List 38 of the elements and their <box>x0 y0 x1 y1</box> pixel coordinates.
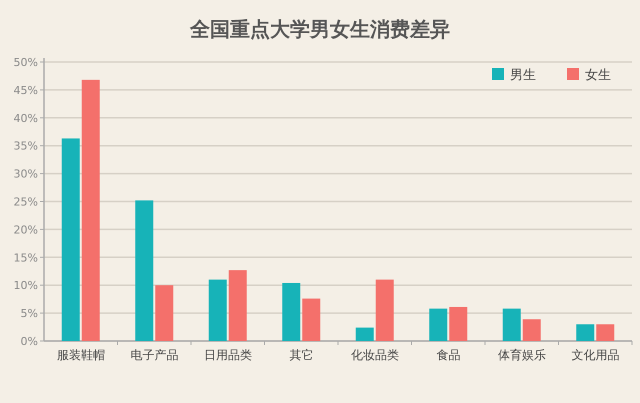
y-tick-label: 50% <box>14 56 38 69</box>
y-tick-label: 20% <box>14 223 38 236</box>
x-tick-label: 文化用品 <box>571 348 620 362</box>
bar <box>82 80 100 341</box>
y-tick-label: 0% <box>20 335 38 348</box>
legend-label: 女生 <box>585 68 611 83</box>
bar <box>449 306 468 341</box>
x-tick-label: 食品 <box>436 348 460 362</box>
bar <box>522 319 541 341</box>
y-tick-label: 45% <box>14 84 38 97</box>
y-tick-label: 5% <box>20 307 38 320</box>
y-tick-label: 30% <box>14 168 38 181</box>
y-tick-label: 35% <box>14 140 38 153</box>
bar <box>208 280 227 341</box>
x-tick-label: 体育娱乐 <box>498 348 546 362</box>
bar <box>282 282 300 341</box>
bar <box>228 270 247 341</box>
x-tick-label: 其它 <box>289 348 314 362</box>
y-tick-label: 40% <box>14 112 38 125</box>
bar <box>576 324 594 341</box>
chart-title: 全国重点大学男女生消费差异 <box>189 17 450 41</box>
x-tick-label: 服装鞋帽 <box>56 348 105 362</box>
x-tick-label: 电子产品 <box>130 348 178 362</box>
legend-label: 男生 <box>510 68 536 83</box>
bar <box>376 280 394 341</box>
bar <box>62 138 80 341</box>
bar <box>135 200 154 341</box>
x-tick-label: 化妆品类 <box>350 348 399 362</box>
bar <box>155 285 174 341</box>
bar <box>356 328 374 341</box>
bar <box>429 308 448 341</box>
bar <box>302 298 320 341</box>
bar <box>502 308 521 341</box>
x-tick-label: 日用品类 <box>204 348 252 362</box>
y-tick-label: 15% <box>14 251 38 264</box>
y-tick-label: 25% <box>14 196 38 208</box>
y-tick-label: 10% <box>14 279 38 292</box>
bar <box>596 324 614 341</box>
